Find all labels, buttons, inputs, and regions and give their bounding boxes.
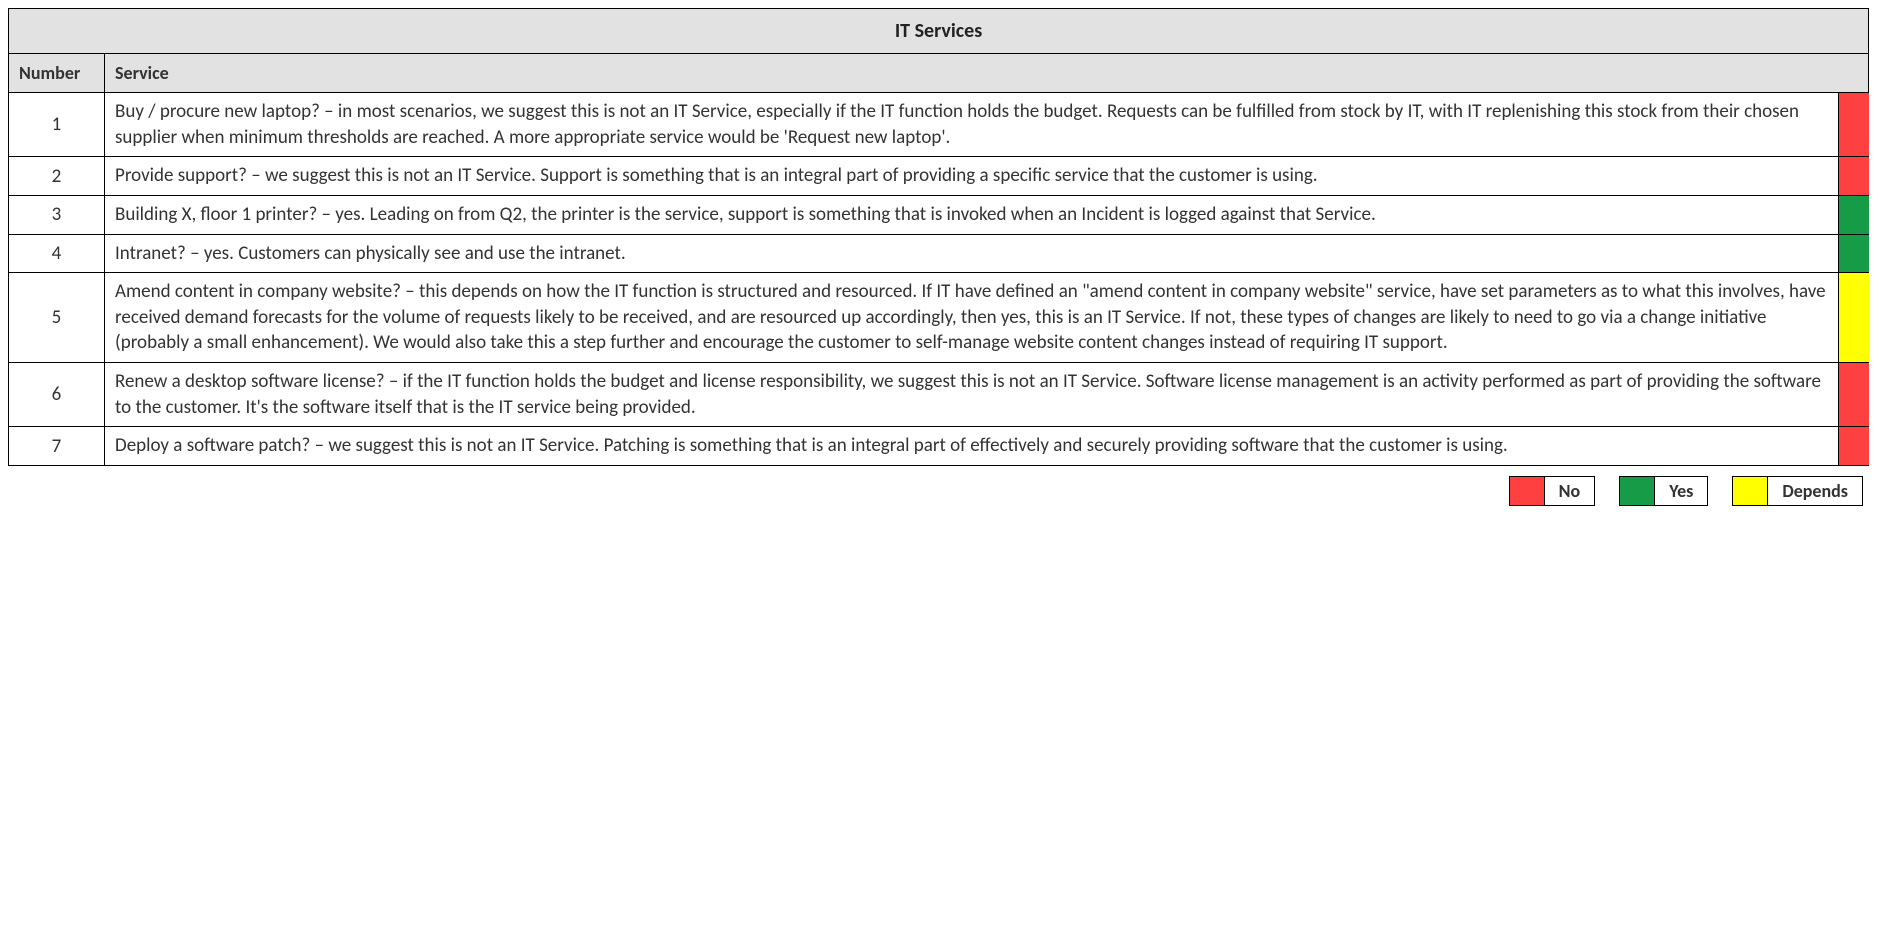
legend-label-no: No [1545,477,1595,505]
table-row: 5 Amend content in company website? – th… [9,273,1869,363]
table-title: IT Services [9,9,1869,54]
legend-swatch-no [1510,477,1545,505]
table-row: 6 Renew a desktop software license? – if… [9,363,1869,427]
row-number: 1 [9,93,105,157]
legend-item-yes: Yes [1619,476,1708,506]
row-status-swatch [1839,234,1869,273]
row-status-swatch [1839,157,1869,196]
row-number: 3 [9,195,105,234]
col-header-service: Service [105,54,1869,93]
row-service: Deploy a software patch? – we suggest th… [105,427,1839,466]
table-row: 3 Building X, floor 1 printer? – yes. Le… [9,195,1869,234]
row-number: 2 [9,157,105,196]
table-body: 1 Buy / procure new laptop? – in most sc… [9,93,1869,466]
row-status-swatch [1839,363,1869,427]
row-status-swatch [1839,427,1869,466]
table-title-row: IT Services [9,9,1869,54]
table-row: 7 Deploy a software patch? – we suggest … [9,427,1869,466]
legend-label-depends: Depends [1768,477,1862,505]
legend-swatch-yes [1620,477,1655,505]
row-service: Building X, floor 1 printer? – yes. Lead… [105,195,1839,234]
legend: No Yes Depends [8,476,1869,506]
row-status-swatch [1839,195,1869,234]
row-service: Renew a desktop software license? – if t… [105,363,1839,427]
row-status-swatch [1839,273,1869,363]
table-row: 4 Intranet? – yes. Customers can physica… [9,234,1869,273]
legend-label-yes: Yes [1655,477,1707,505]
it-services-table: IT Services Number Service 1 Buy / procu… [8,8,1869,466]
row-service: Amend content in company website? – this… [105,273,1839,363]
row-number: 4 [9,234,105,273]
table-header-row: Number Service [9,54,1869,93]
row-service: Buy / procure new laptop? – in most scen… [105,93,1839,157]
row-number: 5 [9,273,105,363]
legend-swatch-depends [1733,477,1768,505]
row-service: Provide support? – we suggest this is no… [105,157,1839,196]
table-row: 1 Buy / procure new laptop? – in most sc… [9,93,1869,157]
row-number: 6 [9,363,105,427]
legend-item-no: No [1509,476,1596,506]
row-number: 7 [9,427,105,466]
col-header-number: Number [9,54,105,93]
legend-item-depends: Depends [1732,476,1863,506]
row-service: Intranet? – yes. Customers can physicall… [105,234,1839,273]
row-status-swatch [1839,93,1869,157]
table-row: 2 Provide support? – we suggest this is … [9,157,1869,196]
